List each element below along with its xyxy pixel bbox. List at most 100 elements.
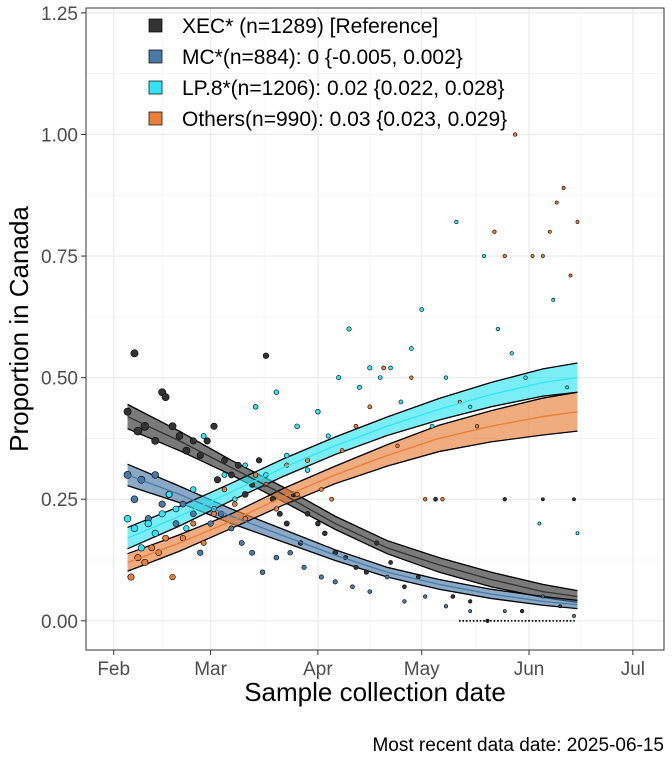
data-point xyxy=(214,476,222,484)
data-point xyxy=(304,467,311,473)
data-point xyxy=(130,524,139,533)
data-point xyxy=(189,510,197,518)
data-point xyxy=(346,326,352,332)
data-point xyxy=(161,393,170,401)
zero-point xyxy=(559,619,562,622)
data-point xyxy=(547,229,552,234)
data-point xyxy=(468,599,473,604)
data-point xyxy=(294,491,300,497)
zero-point xyxy=(548,619,551,622)
zero-point xyxy=(472,619,475,622)
data-point xyxy=(398,399,404,405)
data-point xyxy=(475,424,480,429)
zero-point xyxy=(458,619,461,622)
data-point xyxy=(565,385,569,390)
zero-point xyxy=(555,619,558,622)
zero-point xyxy=(535,619,537,622)
data-point xyxy=(197,549,204,556)
zero-point xyxy=(538,619,541,622)
zero-point xyxy=(465,619,468,622)
data-point xyxy=(130,495,139,503)
data-point xyxy=(492,229,497,234)
y-tick-label: 0.00 xyxy=(41,612,78,633)
data-point xyxy=(339,448,345,453)
ribbon-upper-edge xyxy=(127,403,578,592)
data-point xyxy=(558,604,563,609)
data-point xyxy=(228,471,235,479)
data-point xyxy=(284,452,290,459)
data-point xyxy=(241,491,249,498)
legend-label: Others(n=990): 0.03 {0.023, 0.029} xyxy=(182,108,507,131)
data-point xyxy=(221,472,228,478)
zero-point xyxy=(490,619,492,622)
data-point xyxy=(287,550,293,556)
data-point xyxy=(133,426,143,436)
data-point xyxy=(276,510,283,517)
data-point xyxy=(384,574,390,580)
data-point xyxy=(409,346,414,351)
data-point xyxy=(144,519,152,528)
zero-point xyxy=(503,619,506,622)
data-point xyxy=(450,594,456,599)
data-point xyxy=(433,496,438,502)
data-point xyxy=(523,375,528,380)
x-tick-label: Jul xyxy=(621,659,645,680)
zero-point xyxy=(545,619,548,622)
zero-point xyxy=(479,619,482,622)
y-tick-label: 1.00 xyxy=(41,125,78,146)
data-point xyxy=(301,564,307,570)
data-point xyxy=(568,273,573,278)
x-tick-label: May xyxy=(404,659,440,680)
data-point xyxy=(200,540,207,546)
data-point xyxy=(168,422,177,431)
y-axis-title: Proportion in Canada xyxy=(4,206,34,452)
zero-point xyxy=(528,619,530,622)
zero-point xyxy=(483,619,485,622)
data-point xyxy=(123,407,132,416)
data-point xyxy=(294,423,300,429)
ribbon-upper-edge xyxy=(127,391,578,555)
data-point xyxy=(315,408,321,415)
zero-point xyxy=(531,619,534,622)
data-point xyxy=(315,520,321,527)
confidence-ribbons xyxy=(127,362,578,610)
data-point xyxy=(415,574,421,580)
zero-point xyxy=(521,619,523,622)
data-point xyxy=(481,253,487,259)
data-point xyxy=(537,521,542,526)
data-point xyxy=(273,389,280,395)
y-tick-label: 0.50 xyxy=(41,369,78,390)
zero-point xyxy=(514,619,517,622)
y-tick-label: 0.25 xyxy=(41,490,78,511)
data-point xyxy=(189,437,197,445)
data-point xyxy=(502,497,507,502)
data-point xyxy=(249,549,256,556)
y-tick-label: 1.25 xyxy=(41,4,78,25)
zero-point xyxy=(493,619,496,622)
data-point xyxy=(519,608,525,614)
ribbon-lower-edge xyxy=(127,391,578,550)
zero-point xyxy=(524,619,527,622)
data-point xyxy=(304,511,311,517)
zero-point xyxy=(552,619,555,622)
data-point xyxy=(367,365,373,371)
data-point xyxy=(353,423,359,429)
zero-point xyxy=(569,619,572,622)
data-point xyxy=(242,462,248,468)
zero-point xyxy=(566,619,568,622)
legend-key xyxy=(148,18,163,33)
data-point xyxy=(440,497,445,502)
trend-lines xyxy=(127,376,578,606)
plot-border xyxy=(85,7,665,651)
zero-point xyxy=(541,619,544,622)
zero-point xyxy=(476,619,479,622)
data-point xyxy=(509,351,514,356)
data-point xyxy=(141,558,149,566)
trend-line xyxy=(127,474,578,606)
data-point xyxy=(540,497,545,502)
data-point xyxy=(350,584,355,590)
data-point xyxy=(540,594,545,599)
legend: XEC* (n=1289) [Reference] MC*(n=884): 0 {… xyxy=(148,15,507,131)
data-point xyxy=(336,375,342,381)
